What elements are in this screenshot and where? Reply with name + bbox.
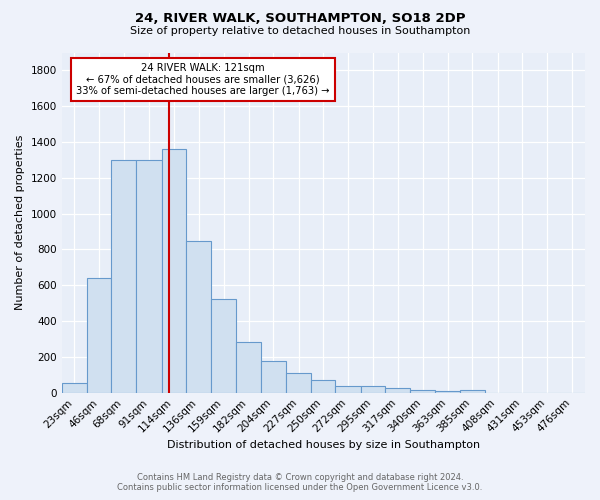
Bar — [436, 391, 460, 392]
Bar — [385, 388, 410, 392]
Bar — [136, 160, 162, 392]
Bar — [236, 342, 260, 392]
Bar — [460, 390, 485, 392]
Text: 24, RIVER WALK, SOUTHAMPTON, SO18 2DP: 24, RIVER WALK, SOUTHAMPTON, SO18 2DP — [135, 12, 465, 26]
Bar — [162, 149, 186, 392]
Bar — [211, 298, 236, 392]
Bar — [87, 278, 111, 392]
Bar — [286, 373, 311, 392]
Text: Size of property relative to detached houses in Southampton: Size of property relative to detached ho… — [130, 26, 470, 36]
Bar — [260, 362, 286, 392]
Bar — [62, 383, 87, 392]
Bar — [186, 242, 211, 392]
Bar — [361, 386, 385, 392]
Bar — [111, 160, 136, 392]
X-axis label: Distribution of detached houses by size in Southampton: Distribution of detached houses by size … — [167, 440, 480, 450]
Bar — [335, 386, 361, 392]
Text: Contains HM Land Registry data © Crown copyright and database right 2024.
Contai: Contains HM Land Registry data © Crown c… — [118, 473, 482, 492]
Bar — [311, 380, 335, 392]
Text: 24 RIVER WALK: 121sqm
← 67% of detached houses are smaller (3,626)
33% of semi-d: 24 RIVER WALK: 121sqm ← 67% of detached … — [76, 62, 330, 96]
Y-axis label: Number of detached properties: Number of detached properties — [15, 135, 25, 310]
Bar — [410, 390, 436, 392]
